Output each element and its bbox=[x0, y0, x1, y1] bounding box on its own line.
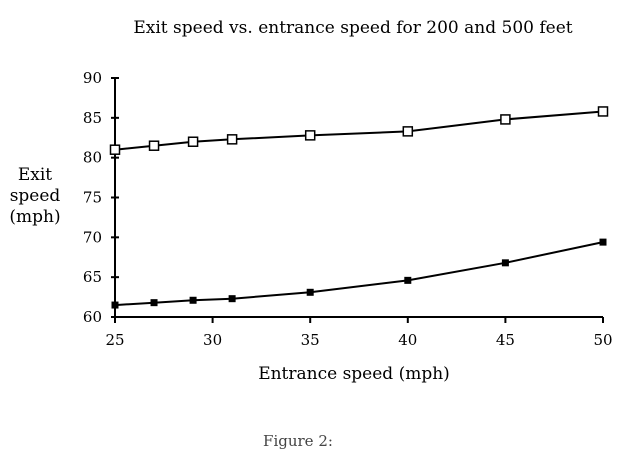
y-axis-label-line-3: (mph) bbox=[9, 207, 60, 227]
y-tick-label: 60 bbox=[83, 308, 102, 326]
series-layer bbox=[109, 106, 609, 309]
series-2-point bbox=[189, 296, 197, 304]
series-1-point bbox=[148, 140, 160, 151]
y-tick-label: 90 bbox=[83, 69, 102, 87]
x-axis-label: Entrance speed (mph) bbox=[258, 364, 450, 384]
y-axis-label-line-1: Exit bbox=[18, 165, 52, 185]
y-tick-label: 80 bbox=[83, 149, 102, 167]
series-2-point bbox=[599, 238, 607, 246]
series-2-line bbox=[114, 241, 604, 307]
series-1-line bbox=[114, 110, 604, 151]
chart-title: Exit speed vs. entrance speed for 200 an… bbox=[133, 18, 572, 38]
y-tick-label: 70 bbox=[83, 228, 102, 246]
series-1 bbox=[109, 106, 609, 155]
x-tick-label: 25 bbox=[105, 331, 124, 349]
series-1-point bbox=[402, 126, 414, 137]
y-tick-label: 85 bbox=[83, 109, 102, 127]
y-ticks: 60 65 70 75 80 85 90 bbox=[83, 69, 119, 326]
series-1-point bbox=[597, 106, 609, 117]
series-1-point bbox=[109, 144, 121, 155]
y-axis-label-line-2: speed bbox=[10, 186, 61, 206]
series-2 bbox=[111, 238, 607, 309]
series-1-point bbox=[304, 130, 316, 141]
x-ticks: 25 30 35 40 45 50 bbox=[105, 317, 613, 349]
series-2-point bbox=[150, 299, 158, 307]
y-tick-label: 75 bbox=[83, 189, 102, 207]
series-2-point bbox=[228, 295, 236, 303]
series-2-point bbox=[404, 276, 412, 284]
x-tick-label: 30 bbox=[203, 331, 222, 349]
series-1-point bbox=[187, 136, 199, 147]
figure-caption: Figure 2: bbox=[263, 432, 333, 450]
x-tick-label: 50 bbox=[593, 331, 612, 349]
y-axis-label: Exit speed (mph) bbox=[9, 165, 60, 227]
series-2-point bbox=[111, 301, 119, 309]
series-2-point bbox=[501, 259, 509, 267]
series-1-point bbox=[500, 114, 511, 125]
series-2-point bbox=[306, 288, 314, 296]
x-tick-label: 40 bbox=[398, 331, 417, 349]
series-1-point bbox=[226, 134, 238, 145]
x-tick-label: 45 bbox=[496, 331, 515, 349]
axes bbox=[114, 78, 603, 318]
x-tick-label: 35 bbox=[301, 331, 320, 349]
y-tick-label: 65 bbox=[83, 268, 102, 286]
